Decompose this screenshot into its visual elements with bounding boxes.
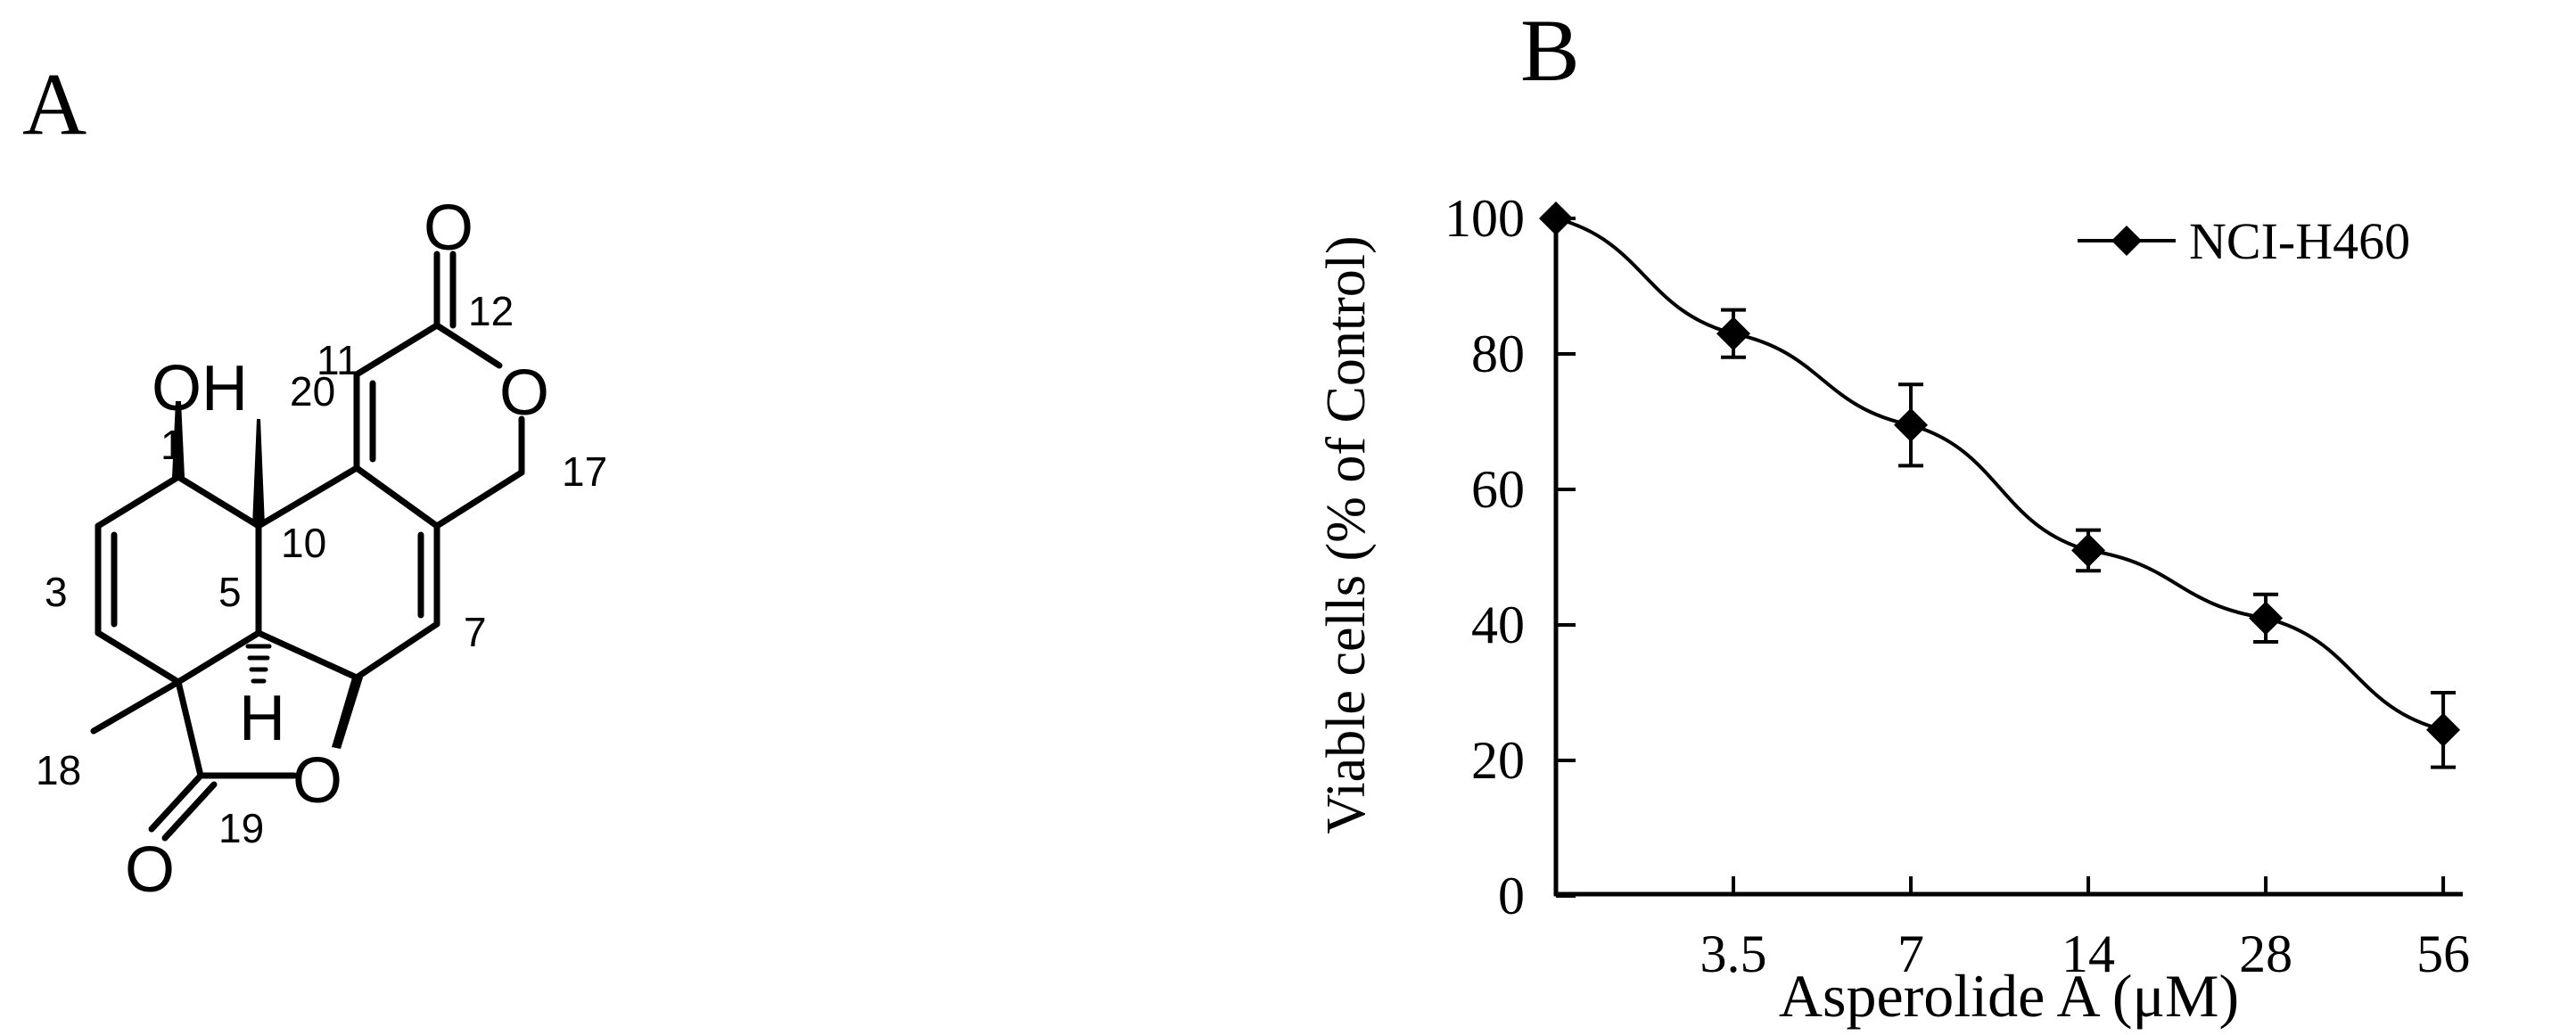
data-point-diamond (1894, 407, 1929, 442)
num-17: 17 (562, 448, 607, 495)
bond-c4-c5 (175, 629, 262, 686)
x-tick-label: 7 (1897, 924, 1924, 983)
num-20: 20 (290, 368, 335, 415)
y-tick-label: 40 (1471, 596, 1525, 654)
bond-c4-c19 (175, 678, 204, 779)
series-line (1555, 217, 2444, 732)
bond-c11-c12 (353, 322, 440, 378)
num-12: 12 (468, 288, 514, 334)
num-5: 5 (218, 569, 242, 615)
data-point-diamond (1539, 201, 1573, 235)
panel-label-b: B (1520, 1, 1580, 100)
data-point-diamond (2249, 601, 2284, 636)
bond-c19-o (148, 772, 204, 833)
bond-c17-c8 (433, 469, 525, 530)
y-ticks: 0 20 40 60 80 100 (1444, 189, 1576, 925)
atom-o-ring: O (499, 357, 549, 429)
legend-label: NCI-H460 (2189, 212, 2410, 270)
atom-o-carbonyl-bottom: O (125, 834, 175, 906)
bond-c12-oring (433, 322, 503, 369)
atom-numbers: 1 3 5 7 10 11 12 17 18 19 20 (36, 288, 607, 851)
chemical-structure (90, 251, 525, 842)
num-7: 7 (464, 609, 487, 655)
bond-c7-c6 (353, 620, 440, 681)
x-tick-label: 28 (2239, 924, 2292, 983)
panel-label-a: A (22, 54, 86, 153)
atom-o-carbonyl-top: O (424, 193, 473, 264)
num-19: 19 (218, 805, 264, 851)
atom-h: H (239, 683, 285, 754)
bond-c1-c10 (175, 473, 262, 530)
bond-c6-c5 (255, 629, 360, 681)
bond-c9-c8 (353, 464, 440, 530)
series-layer (1539, 201, 2461, 769)
bond-c1-c2 (95, 473, 182, 530)
y-axis-label: Viable cells (% of Control) (1316, 235, 1377, 834)
x-tick-label: 3.5 (1700, 924, 1767, 983)
legend-marker-diamond (2111, 226, 2142, 256)
num-10: 10 (281, 520, 326, 566)
atom-o-bridge: O (292, 745, 342, 817)
y-tick-label: 20 (1471, 731, 1525, 790)
data-point-diamond (1716, 316, 1751, 351)
y-tick-label: 100 (1444, 189, 1525, 248)
data-point-diamond (2071, 533, 2106, 568)
y-tick-label: 60 (1471, 460, 1525, 519)
bond-c19-o-double (161, 781, 218, 842)
atom-labels: OH O O O H O (125, 193, 549, 906)
legend: NCI-H460 (2078, 212, 2410, 270)
y-tick-label: 0 (1498, 867, 1525, 925)
bond-c6-obridge-wedge (332, 678, 363, 749)
num-11: 11 (317, 337, 359, 383)
num-3: 3 (45, 569, 68, 615)
y-tick-label: 80 (1471, 324, 1525, 383)
x-tick-label: 14 (2062, 924, 2115, 983)
num-18: 18 (36, 747, 81, 793)
bond-c3-c4 (95, 629, 182, 686)
atom-oh: OH (152, 353, 248, 424)
x-tick-label: 56 (2416, 924, 2470, 983)
bond-methyl-20 (252, 419, 265, 526)
bond-c4-c18 (90, 678, 182, 735)
bond-oh-wedge (172, 401, 185, 477)
data-point-diamond (2426, 712, 2461, 747)
bond-c10-c9 (255, 464, 360, 530)
x-axis-label: Asperolide A (μM) (1779, 962, 2239, 1030)
viability-chart: 0 20 40 60 80 100 3.5 7 14 28 56 Asperolide A (μM… (1316, 189, 2470, 1030)
x-ticks: 3.5 7 14 28 56 (1700, 876, 2470, 983)
num-1: 1 (160, 422, 184, 468)
